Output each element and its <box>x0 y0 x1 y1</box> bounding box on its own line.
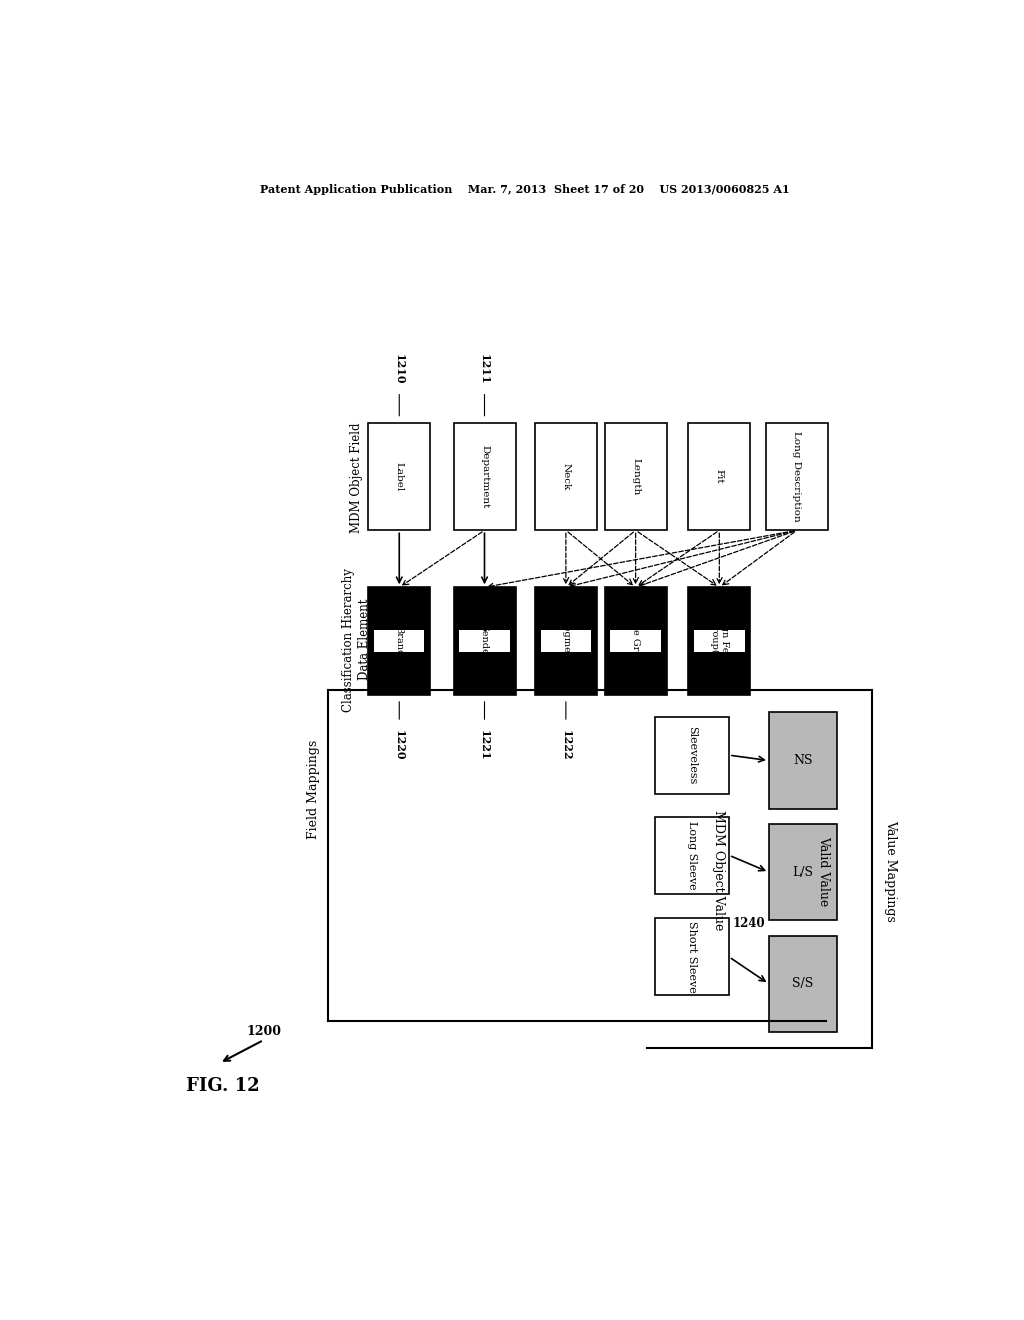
Text: Department: Department <box>480 445 489 508</box>
FancyBboxPatch shape <box>694 631 744 652</box>
FancyBboxPatch shape <box>655 919 729 995</box>
Text: 1220: 1220 <box>394 730 404 760</box>
Text: S/S: S/S <box>793 977 814 990</box>
Text: Size Group: Size Group <box>631 614 640 668</box>
FancyBboxPatch shape <box>688 422 751 531</box>
Text: Valid Value: Valid Value <box>817 836 829 906</box>
Text: Brand: Brand <box>394 626 403 656</box>
Text: Design Feature
Group(s): Design Feature Group(s) <box>710 603 729 678</box>
Text: 1240: 1240 <box>733 917 766 929</box>
Text: Long Sleeve: Long Sleeve <box>687 821 697 890</box>
FancyBboxPatch shape <box>604 587 667 696</box>
FancyBboxPatch shape <box>769 713 838 809</box>
Text: 1210: 1210 <box>394 354 404 384</box>
Text: Long Description: Long Description <box>793 432 802 521</box>
FancyBboxPatch shape <box>769 936 838 1032</box>
Text: Gender: Gender <box>480 623 489 660</box>
FancyBboxPatch shape <box>655 717 729 793</box>
Text: Classification Hierarchy
Data Element: Classification Hierarchy Data Element <box>342 568 371 711</box>
Text: NS: NS <box>794 754 813 767</box>
FancyBboxPatch shape <box>541 631 591 652</box>
FancyBboxPatch shape <box>460 631 510 652</box>
FancyBboxPatch shape <box>610 631 660 652</box>
FancyBboxPatch shape <box>454 422 515 531</box>
FancyBboxPatch shape <box>369 587 430 696</box>
Text: Length: Length <box>631 458 640 495</box>
Text: 1211: 1211 <box>479 354 490 384</box>
Text: 1200: 1200 <box>246 1024 282 1038</box>
Text: FIG. 12: FIG. 12 <box>186 1077 260 1096</box>
Text: Sleeveless: Sleeveless <box>687 726 697 784</box>
FancyBboxPatch shape <box>688 587 751 696</box>
FancyBboxPatch shape <box>604 422 667 531</box>
Text: L/S: L/S <box>793 866 813 879</box>
Text: MDM Object Field: MDM Object Field <box>350 422 364 533</box>
FancyBboxPatch shape <box>369 422 430 531</box>
FancyBboxPatch shape <box>766 422 827 531</box>
Text: Short Sleeve: Short Sleeve <box>687 921 697 993</box>
Text: Fit: Fit <box>715 469 724 483</box>
Text: Patent Application Publication    Mar. 7, 2013  Sheet 17 of 20    US 2013/006082: Patent Application Publication Mar. 7, 2… <box>260 183 790 195</box>
Text: 1222: 1222 <box>560 730 571 760</box>
FancyBboxPatch shape <box>535 587 597 696</box>
Text: Segment: Segment <box>561 619 570 663</box>
Text: Field Mappings: Field Mappings <box>307 741 321 840</box>
Text: MDM Object Value: MDM Object Value <box>712 810 725 931</box>
FancyBboxPatch shape <box>454 587 515 696</box>
Text: 1230: 1230 <box>378 651 389 682</box>
FancyBboxPatch shape <box>535 422 597 531</box>
Text: 1221: 1221 <box>479 730 490 760</box>
FancyBboxPatch shape <box>769 824 838 920</box>
Text: Value Mappings: Value Mappings <box>884 820 897 921</box>
FancyBboxPatch shape <box>655 817 729 894</box>
Text: Neck: Neck <box>561 463 570 490</box>
Text: Label: Label <box>394 462 403 491</box>
FancyBboxPatch shape <box>374 631 424 652</box>
